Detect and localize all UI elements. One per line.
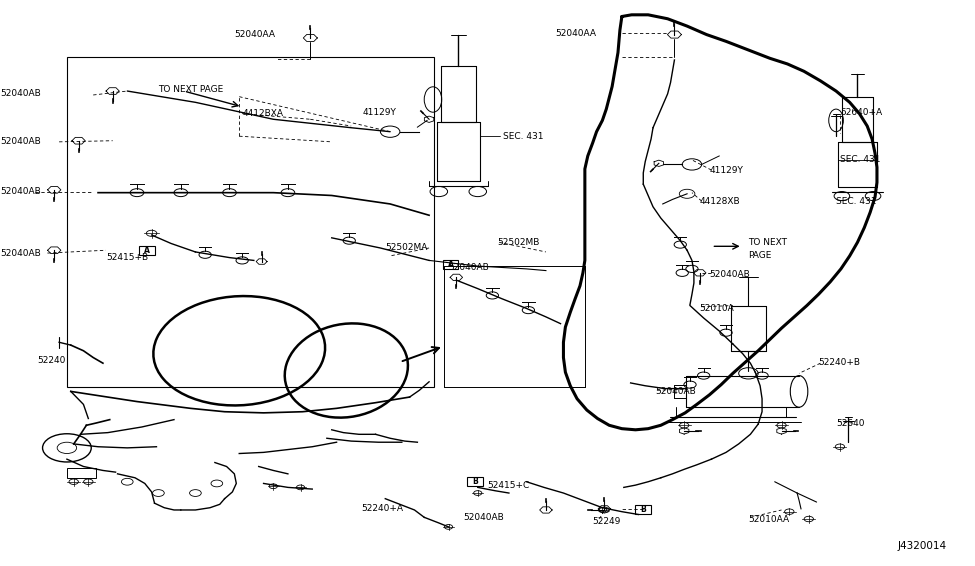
Text: 41129Y: 41129Y: [363, 108, 397, 117]
Text: SEC. 431: SEC. 431: [839, 156, 880, 164]
Text: 4412BXA: 4412BXA: [242, 109, 283, 118]
Text: 52040AB: 52040AB: [710, 270, 750, 279]
Text: 52640+A: 52640+A: [839, 108, 882, 117]
Text: TO NEXT: TO NEXT: [749, 238, 788, 247]
Text: 52010A: 52010A: [700, 304, 734, 313]
Text: 52040AB: 52040AB: [655, 387, 696, 396]
Text: TO NEXT PAGE: TO NEXT PAGE: [158, 85, 223, 95]
Text: 52240+A: 52240+A: [361, 504, 403, 513]
FancyBboxPatch shape: [139, 246, 154, 255]
Text: 52040AA: 52040AA: [556, 29, 597, 38]
Text: 44128XB: 44128XB: [700, 196, 740, 205]
Text: SEC. 431: SEC. 431: [503, 132, 544, 141]
Text: B: B: [641, 505, 646, 514]
Bar: [67, 57, 434, 388]
Text: J4320014: J4320014: [898, 541, 947, 551]
Text: 52040AB: 52040AB: [463, 513, 504, 522]
Text: A: A: [448, 260, 453, 269]
Text: 52502MB: 52502MB: [497, 238, 539, 247]
FancyBboxPatch shape: [443, 260, 458, 269]
Text: 52040AB: 52040AB: [448, 263, 489, 272]
Text: 52502MA: 52502MA: [385, 243, 428, 252]
Text: 52240+B: 52240+B: [819, 358, 861, 367]
Text: 52040AB: 52040AB: [1, 248, 42, 258]
Text: 52640: 52640: [836, 418, 865, 427]
FancyBboxPatch shape: [467, 477, 483, 486]
Text: PAGE: PAGE: [749, 251, 772, 260]
Text: 52415+B: 52415+B: [106, 253, 148, 262]
Text: 52010AA: 52010AA: [749, 514, 790, 524]
Text: 52040AA: 52040AA: [234, 30, 275, 39]
FancyBboxPatch shape: [636, 505, 651, 514]
Text: 52040AB: 52040AB: [1, 138, 42, 147]
Text: B: B: [472, 477, 478, 486]
Bar: [67, 468, 97, 478]
Text: 52240: 52240: [38, 357, 66, 366]
Text: SEC. 431: SEC. 431: [836, 196, 877, 205]
Text: 52415+C: 52415+C: [488, 481, 529, 490]
Text: 41129Y: 41129Y: [710, 166, 743, 174]
Text: 52040AB: 52040AB: [1, 187, 42, 196]
Text: A: A: [143, 246, 150, 255]
Text: 52040AB: 52040AB: [1, 89, 42, 98]
Text: 52249: 52249: [593, 517, 621, 526]
